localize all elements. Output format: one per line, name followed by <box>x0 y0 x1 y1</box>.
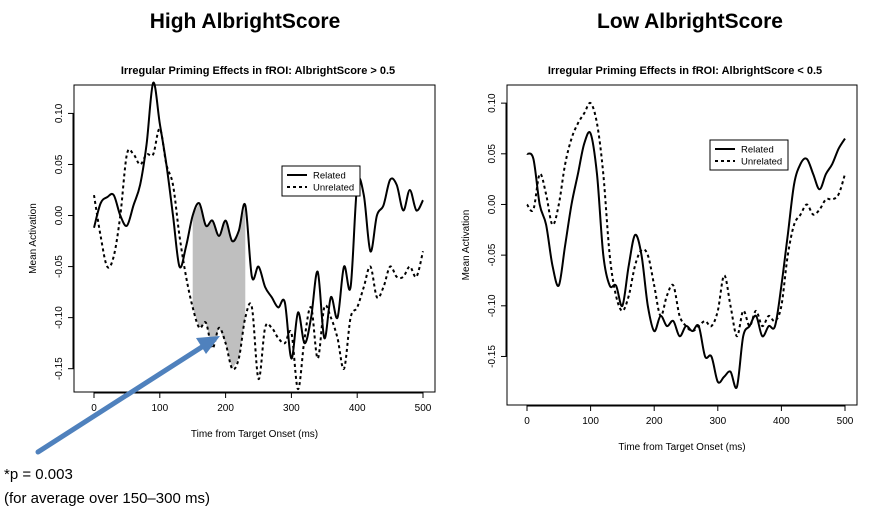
y-axis-label: Mean Activation <box>461 210 472 281</box>
y-axis-label: Mean Activation <box>28 203 39 274</box>
x-tick-label: 500 <box>415 403 432 414</box>
x-tick-label: 500 <box>837 416 854 427</box>
average-window-note: (for average over 150–300 ms) <box>4 490 210 507</box>
chart-title: Irregular Priming Effects in fROI: Albri… <box>548 65 822 77</box>
y-tick-label: -0.05 <box>54 255 65 278</box>
y-tick-label: -0.10 <box>487 294 498 317</box>
y-tick-label: -0.10 <box>54 306 65 329</box>
plot-frame <box>506 84 858 406</box>
y-tick-label: -0.15 <box>487 345 498 368</box>
y-tick-label: 0.10 <box>487 93 498 113</box>
x-tick-label: 0 <box>91 403 97 414</box>
pointer-arrow-shaft <box>35 342 208 455</box>
x-tick-label: 100 <box>151 403 168 414</box>
x-tick-label: 400 <box>773 416 790 427</box>
legend-box <box>281 165 361 197</box>
pointer-arrow-head <box>196 336 220 354</box>
x-axis-label: Time from Target Onset (ms) <box>191 429 318 440</box>
series-line-related <box>526 131 846 390</box>
legend-box <box>709 139 789 171</box>
y-tick-label: 0.05 <box>487 144 498 164</box>
x-tick-label: 200 <box>217 403 234 414</box>
x-tick-label: 0 <box>524 416 530 427</box>
x-tick-label: 300 <box>283 403 300 414</box>
heading-high-albright: High AlbrightScore <box>149 10 341 33</box>
plot-frame <box>73 84 436 393</box>
chart-title: Irregular Priming Effects in fROI: Albri… <box>121 65 395 77</box>
y-tick-label: -0.15 <box>54 357 65 380</box>
y-tick-label: 0.05 <box>54 154 65 174</box>
series-line-unrelated <box>93 127 424 391</box>
y-tick-label: 0.00 <box>54 205 65 225</box>
x-tick-label: 200 <box>646 416 663 427</box>
p-value-note: *p = 0.003 <box>4 466 73 483</box>
legend-label: Unrelated <box>741 157 782 168</box>
y-tick-label: 0.10 <box>54 103 65 123</box>
legend-label: Unrelated <box>313 183 354 194</box>
series-line-related <box>93 81 424 360</box>
x-tick-label: 300 <box>709 416 726 427</box>
series-line-unrelated <box>526 101 846 338</box>
legend-label: Related <box>741 145 774 156</box>
y-tick-label: 0.00 <box>487 194 498 214</box>
x-tick-label: 400 <box>349 403 366 414</box>
legend-label: Related <box>313 171 346 182</box>
shaded-significance-region <box>192 203 246 369</box>
heading-low-albright: Low AlbrightScore <box>597 10 783 33</box>
x-tick-label: 100 <box>582 416 599 427</box>
y-tick-label: -0.05 <box>487 243 498 266</box>
x-axis-label: Time from Target Onset (ms) <box>618 442 745 453</box>
